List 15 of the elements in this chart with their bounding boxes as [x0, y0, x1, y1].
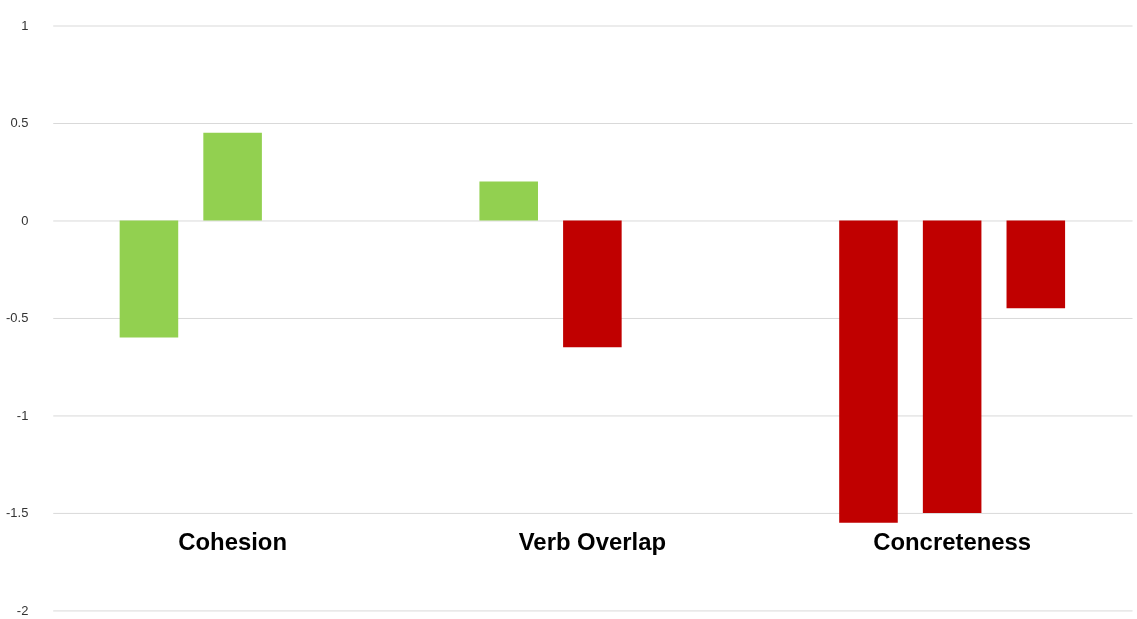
bar	[922, 220, 982, 513]
y-tick-label: 0	[21, 212, 29, 228]
y-tick-label: -2	[16, 602, 29, 618]
y-tick-label: -1	[16, 407, 29, 423]
y-tick-label: 1	[21, 17, 29, 33]
y-tick-label: 0.5	[10, 115, 29, 131]
x-tick-label: Verb Overlap	[518, 528, 666, 556]
x-tick-label: Cohesion	[178, 528, 287, 556]
bar	[1006, 220, 1066, 309]
bar	[479, 181, 538, 221]
y-tick-label: -1.5	[6, 505, 29, 521]
x-tick-label: Concreteness	[873, 528, 1032, 556]
bar	[119, 220, 179, 338]
bar	[563, 220, 622, 348]
y-tick-label: -0.5	[6, 310, 29, 326]
